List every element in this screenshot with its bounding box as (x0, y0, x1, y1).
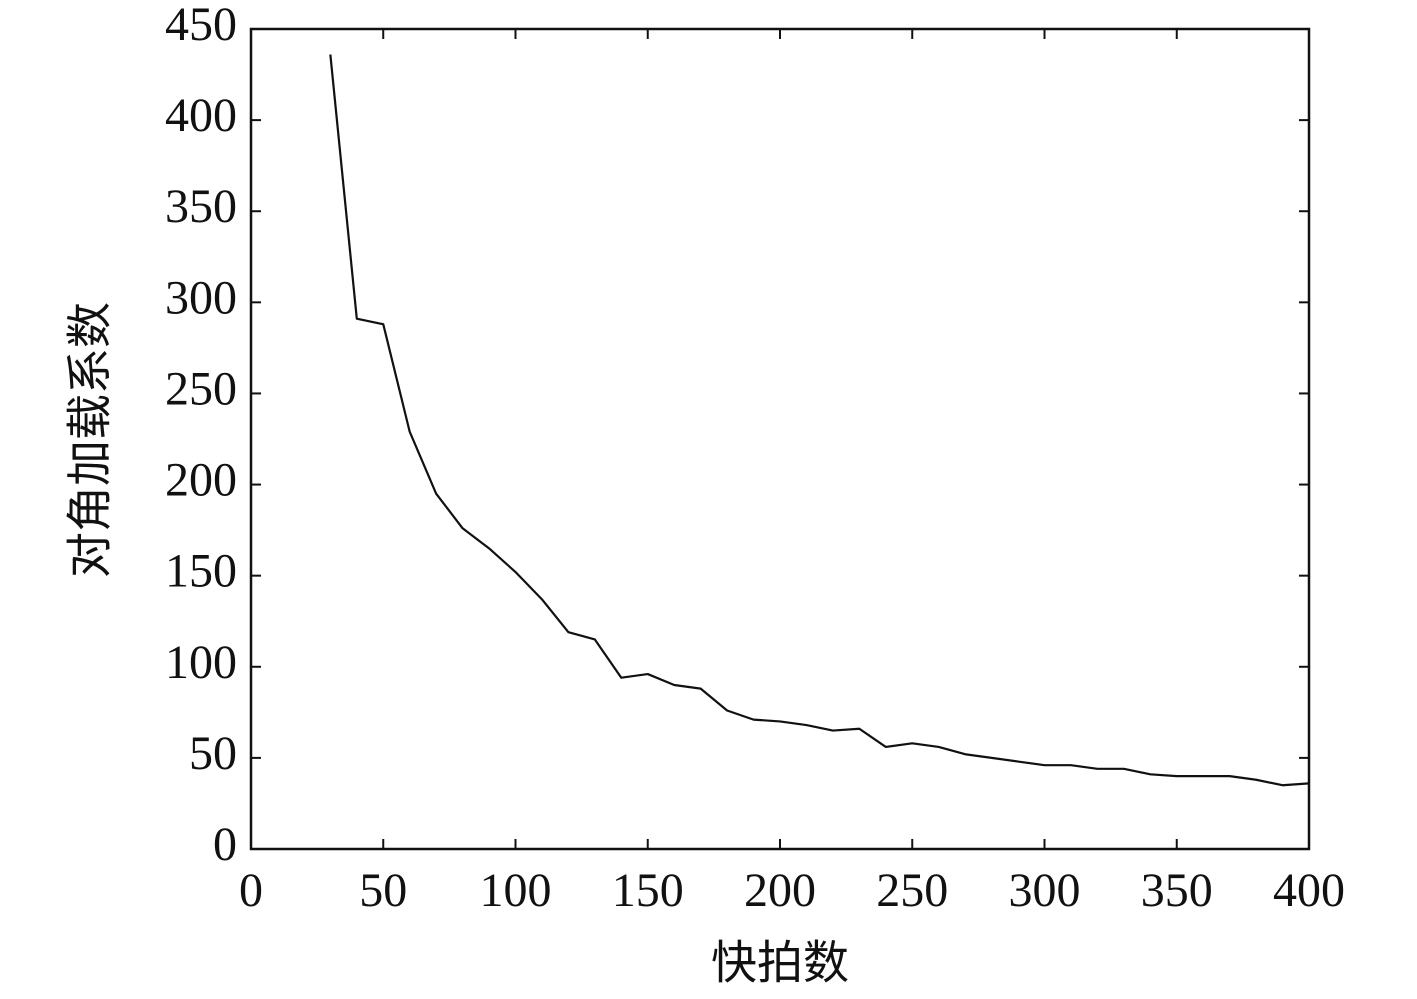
x-tick-label: 200 (744, 864, 816, 917)
y-tick-label: 450 (165, 0, 237, 51)
x-tick-label: 150 (612, 864, 684, 917)
y-tick-label: 350 (165, 180, 237, 233)
y-tick-label: 100 (165, 636, 237, 689)
x-tick-label: 400 (1273, 864, 1345, 917)
y-tick-label: 50 (189, 727, 237, 780)
y-tick-label: 200 (165, 454, 237, 507)
x-tick-label: 250 (876, 864, 948, 917)
y-tick-label: 400 (165, 89, 237, 142)
y-axis-title: 对角加载系数 (65, 302, 116, 578)
y-tick-label: 0 (213, 818, 237, 871)
plot-frame (249, 27, 1311, 851)
x-tick-label: 300 (1009, 864, 1081, 917)
data-line (329, 54, 1310, 787)
y-tick-label: 150 (165, 545, 237, 598)
x-axis-title: 快拍数 (711, 938, 849, 989)
x-tick-label: 350 (1141, 864, 1213, 917)
y-tick-label: 250 (165, 362, 237, 415)
y-tick-label: 300 (165, 271, 237, 324)
x-tick-label: 100 (480, 864, 552, 917)
x-tick-label: 50 (359, 864, 407, 917)
x-tick-label: 0 (239, 864, 263, 917)
